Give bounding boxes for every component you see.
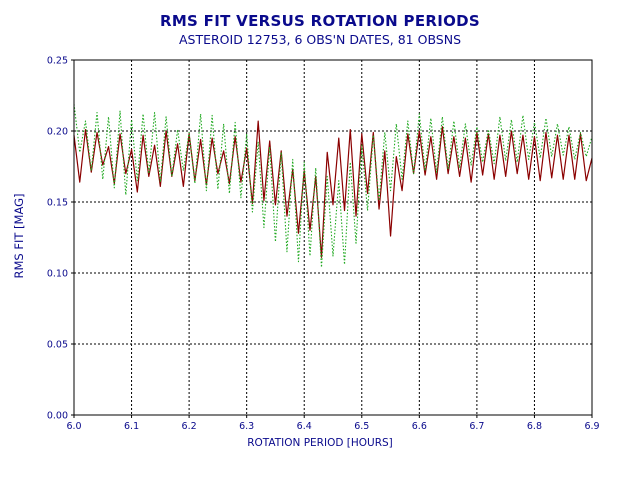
series-line-green-dotted (73, 103, 593, 268)
plot-frame (73, 59, 593, 416)
x-tick-label: 6.6 (412, 421, 427, 432)
y-tick-label: 0.20 (47, 127, 68, 138)
x-tick-label: 6.0 (66, 421, 81, 432)
plot-background (74, 60, 592, 415)
x-tick-label: 6.8 (527, 421, 542, 432)
x-tick-label: 6.1 (124, 421, 139, 432)
y-tick-label: 0.00 (47, 411, 68, 422)
y-tick-label: 0.05 (47, 340, 68, 351)
chart-subtitle: ASTEROID 12753, 6 OBS'N DATES, 81 OBSNS (178, 32, 462, 47)
x-tick-label: 6.4 (297, 421, 312, 432)
x-tick-label: 6.3 (239, 421, 254, 432)
x-tick-label: 6.7 (469, 421, 484, 432)
x-tick-label: 6.2 (182, 421, 197, 432)
y-tick-label: 0.10 (47, 269, 68, 280)
x-tick-label: 6.5 (354, 421, 369, 432)
x-tick-label: 6.9 (584, 421, 599, 432)
y-tick-label: 0.25 (47, 56, 68, 67)
x-axis-label: ROTATION PERIOD [HOURS] (247, 437, 393, 449)
series-line-red (73, 120, 593, 258)
y-tick-label: 0.15 (47, 198, 68, 209)
chart-title: RMS FIT VERSUS ROTATION PERIODS (159, 12, 481, 30)
